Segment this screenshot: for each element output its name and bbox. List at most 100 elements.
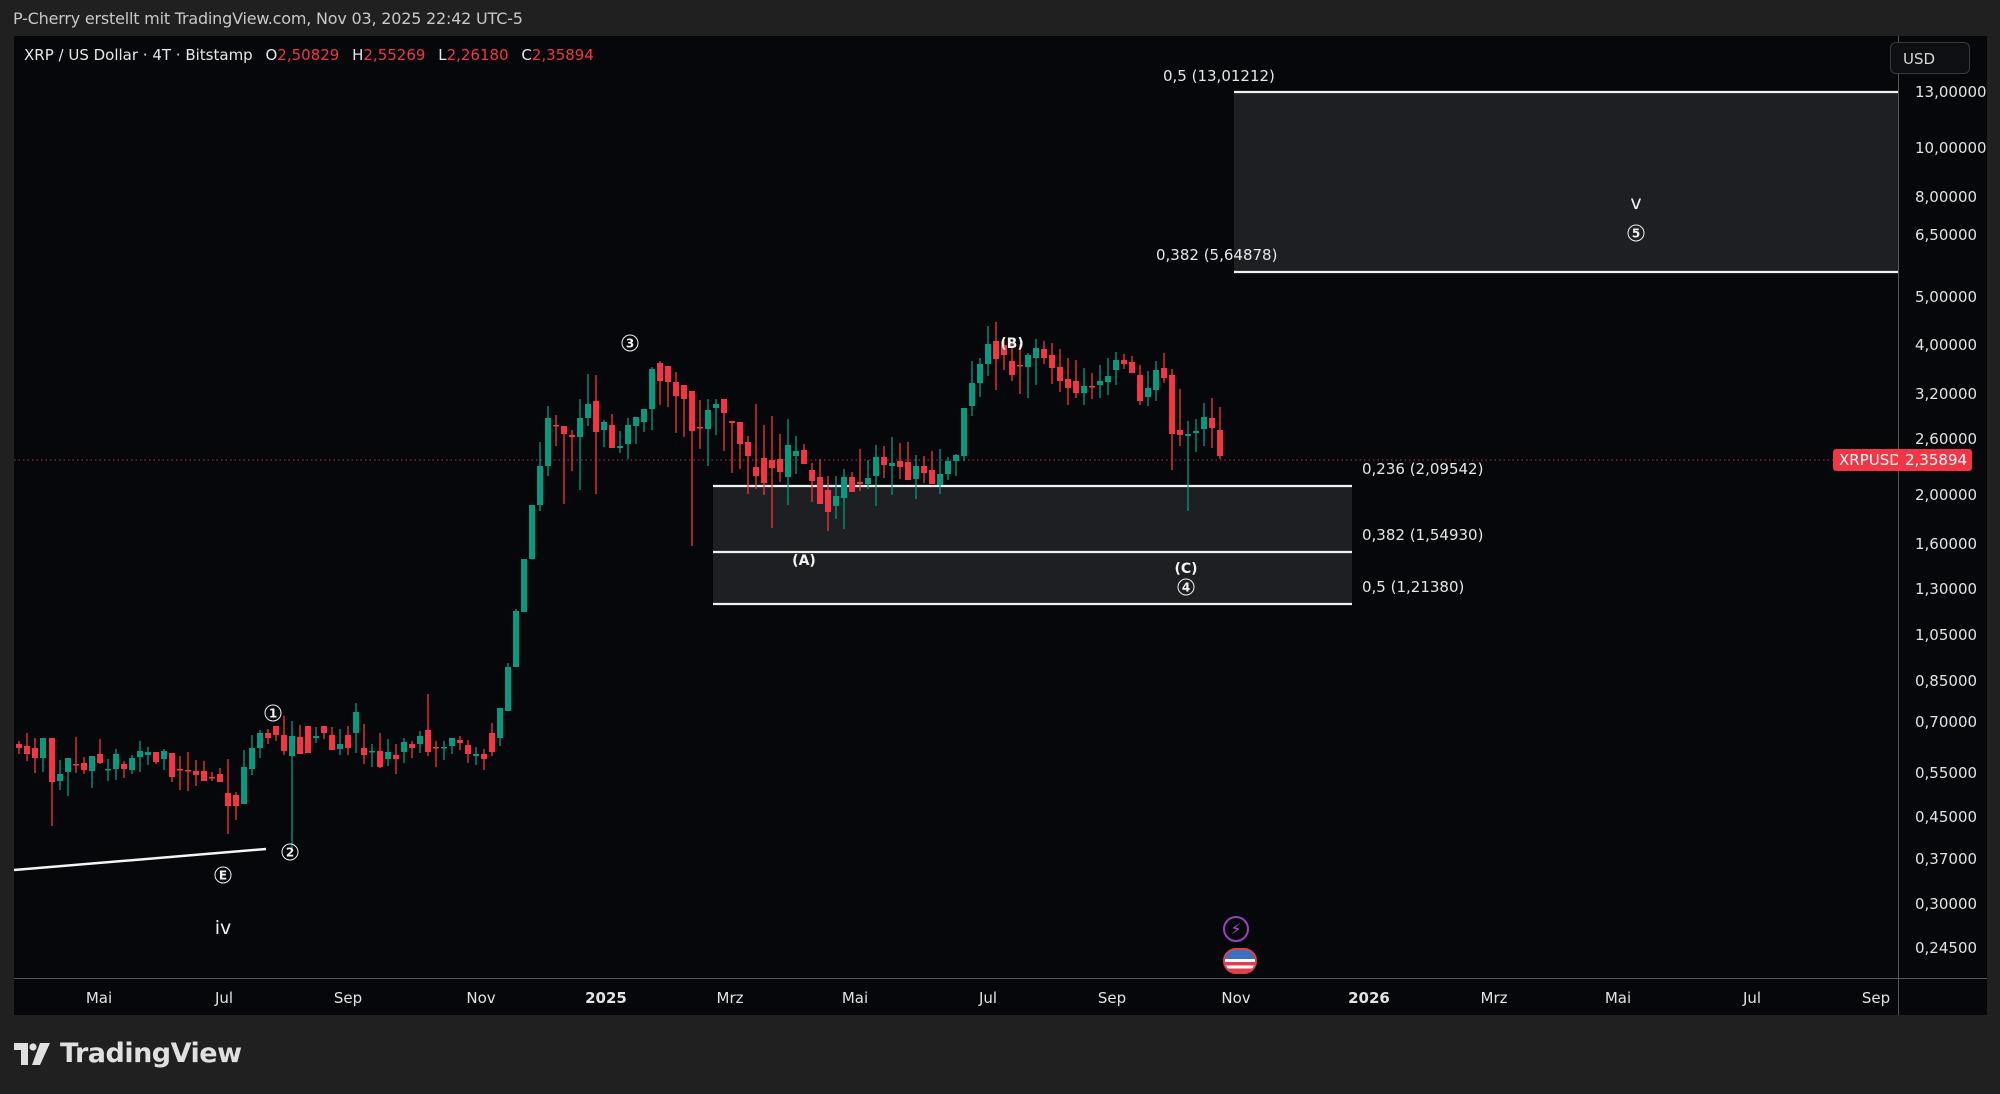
candle-body [401, 742, 407, 752]
candle-body [905, 462, 911, 480]
candle-body [337, 744, 343, 749]
fib-level-label: 0,382 (5,64878) [1156, 246, 1278, 264]
candle-body [553, 425, 559, 427]
candle-body [513, 611, 519, 667]
candle-body [121, 764, 127, 769]
candle-body [985, 344, 991, 364]
candle-body [529, 505, 535, 559]
candle-body [577, 418, 583, 437]
candle-body [441, 747, 447, 749]
symbol-price-tag: XRPUSD [1833, 449, 1898, 471]
lightning-event-icon[interactable]: ⚡ [1223, 916, 1249, 942]
candle-body [217, 774, 223, 782]
candle-body [473, 754, 479, 756]
candle-body [889, 463, 895, 466]
candle-body [233, 795, 239, 806]
candle-body [289, 736, 295, 756]
candle-body [417, 736, 423, 744]
symbol-legend: XRP / US Dollar · 4T · Bitstamp O2,50829… [24, 46, 594, 64]
fib-level-label: 0,5 (1,21380) [1362, 578, 1465, 596]
candle-body [1001, 345, 1007, 355]
wave-label-e[interactable]: E [214, 866, 232, 884]
candle-body [281, 735, 287, 751]
price-tick-label: 2,00000 [1915, 486, 1978, 504]
candle-body [1161, 368, 1167, 378]
candle-body [617, 446, 623, 448]
wave-label-3[interactable]: 3 [621, 334, 639, 352]
price-tick-label: 1,60000 [1915, 535, 1978, 553]
candle-body [833, 496, 839, 506]
candle-body [16, 744, 22, 748]
price-tick-label: 1,30000 [1915, 580, 1978, 598]
fib-level-label: 0,236 (2,09542) [1362, 460, 1484, 478]
candle-body [1185, 434, 1191, 436]
time-tick-label: Mrz [716, 989, 744, 1007]
candle-body [305, 726, 311, 753]
axis-corner [1898, 978, 1987, 1015]
candle-body [449, 738, 455, 746]
wave-label-iv[interactable]: iv [214, 917, 232, 939]
candle-body [1153, 370, 1159, 390]
candle-body [265, 733, 271, 738]
candle-body [961, 408, 967, 456]
tradingview-logo[interactable]: TradingView [14, 1038, 242, 1069]
symbol-title[interactable]: XRP / US Dollar · 4T · Bitstamp [24, 46, 253, 64]
candle-body [377, 751, 383, 767]
time-tick-label: Sep [1097, 989, 1127, 1007]
time-tick-label: Sep [1861, 989, 1891, 1007]
wave-label-2[interactable]: 2 [281, 843, 299, 861]
candle-body [385, 752, 391, 759]
time-tick-label: Sep [333, 989, 363, 1007]
candle-body [313, 736, 319, 738]
candlestick-chart[interactable] [14, 36, 1898, 978]
plot-area[interactable]: XRP / US Dollar · 4T · Bitstamp O2,50829… [14, 36, 1898, 978]
candle-body [881, 457, 887, 465]
fib-zone-upper [1234, 92, 1898, 272]
candle-body [353, 712, 359, 733]
time-tick-label: 2025 [585, 989, 627, 1007]
low-label: L [438, 46, 447, 64]
candle-body [65, 758, 71, 772]
wave-label-1[interactable]: 1 [264, 704, 282, 722]
time-tick-label: Mrz [1480, 989, 1508, 1007]
candle-body [609, 425, 615, 448]
candle-body [1217, 430, 1223, 456]
candle-body [585, 404, 591, 418]
price-tick-label: 3,20000 [1915, 385, 1978, 403]
price-tick-label: 13,00000 [1915, 83, 1987, 101]
wave-label-c[interactable]: (C) [1174, 561, 1198, 577]
wave-label-v[interactable]: v [1630, 192, 1642, 214]
candle-body [745, 442, 751, 456]
time-axis[interactable]: Mai Jul Sep Nov 2025 Mrz Mai Jul Sep Nov 2026 Mrz Ma… [14, 978, 1898, 1015]
time-tick-label: Mai [1604, 989, 1632, 1007]
time-tick-label: Nov [1221, 989, 1251, 1007]
wave-label-5[interactable]: 5 [1627, 224, 1645, 242]
candle-body [49, 738, 55, 782]
candle-body [729, 421, 735, 423]
price-tick-label: 0,24500 [1915, 939, 1978, 957]
currency-button[interactable]: USD [1890, 42, 1970, 74]
candle-body [521, 559, 527, 612]
candle-body [297, 737, 303, 754]
chart-credit: P-Cherry erstellt mit TradingView.com, N… [13, 9, 523, 28]
us-flag-event-icon[interactable] [1223, 948, 1257, 974]
candle-body [409, 744, 415, 748]
candle-body [129, 758, 135, 770]
price-axis[interactable]: 13,00000 10,00000 8,00000 6,50000 5,00000 4,0… [1898, 36, 1987, 978]
candle-body [873, 457, 879, 476]
wave-label-4[interactable]: 4 [1177, 578, 1195, 596]
wave-label-a[interactable]: (A) [792, 553, 816, 569]
wave-label-b[interactable]: (B) [1000, 336, 1024, 352]
candle-body [945, 461, 951, 474]
candle-body [673, 382, 679, 396]
candle-body [625, 425, 631, 444]
candle-body [809, 470, 815, 481]
candle-body [865, 478, 871, 484]
candle-body [57, 774, 63, 781]
candle-body [569, 435, 575, 437]
candle-body [1177, 430, 1183, 435]
candle-body [1145, 388, 1151, 397]
candle-body [1169, 375, 1175, 434]
chart-panel[interactable]: XRP / US Dollar · 4T · Bitstamp O2,50829… [14, 36, 1987, 1015]
price-tick-label: 0,85000 [1915, 672, 1978, 690]
